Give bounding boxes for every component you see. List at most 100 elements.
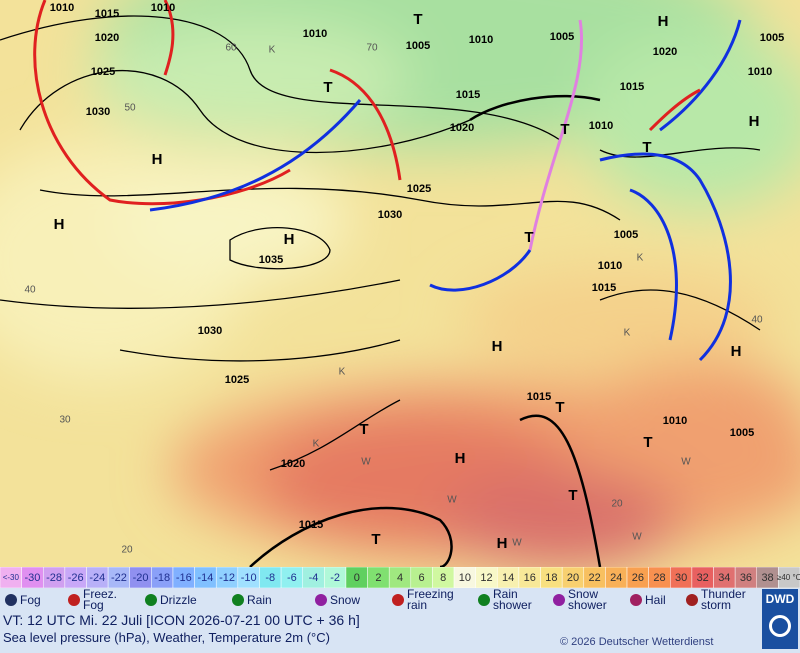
copyright: © 2026 Deutscher Wetterdienst [560, 636, 714, 648]
scale-label: 20 [567, 572, 579, 584]
scale-label: -18 [154, 572, 170, 584]
legend-icon [686, 594, 698, 606]
pressure-center: T [560, 121, 569, 138]
pressure-center: T [524, 229, 533, 246]
minor-label: 20 [611, 499, 623, 510]
minor-label: K [313, 439, 320, 450]
isobar-label: 1005 [614, 229, 638, 241]
legend-label: Hail [645, 592, 666, 607]
isobar-label: 1015 [95, 8, 119, 20]
legend-item: Freez. Fog [68, 587, 133, 612]
isobar-label: 1010 [303, 28, 327, 40]
pressure-center: T [371, 531, 380, 548]
scale-label: -4 [309, 572, 319, 584]
minor-label: 40 [751, 315, 763, 326]
isobar-label: 1010 [50, 2, 74, 14]
description: Sea level pressure (hPa), Weather, Tempe… [3, 630, 330, 645]
scale-label: -6 [287, 572, 297, 584]
legend-item: Drizzle [145, 589, 220, 611]
isobar-label: 1005 [730, 427, 754, 439]
scale-label: 38 [761, 572, 773, 584]
minor-label: 20 [121, 545, 133, 556]
scale-label: 10 [459, 572, 471, 584]
isobar-label: 1005 [550, 31, 574, 43]
minor-label: 50 [124, 103, 136, 114]
isobar-label: 1030 [198, 325, 222, 337]
legend-icon [315, 594, 327, 606]
legend-label: Freezing rain [407, 587, 454, 612]
legend-item: Snow shower [553, 587, 618, 612]
scale-label: 32 [697, 572, 709, 584]
pressure-center: T [323, 79, 332, 96]
isobar-label: 1015 [592, 282, 616, 294]
isobar-label: 1030 [86, 106, 110, 118]
color-scale: <-30 -30 -28 -26 -24 -22 -20 -18 -16 -14 -12 -10 -8-… [0, 567, 800, 588]
scale-label: <-30 [3, 573, 20, 582]
legend-label: Fog [20, 592, 41, 607]
pressure-center: H [497, 535, 508, 552]
minor-label: W [447, 495, 457, 506]
minor-label: K [339, 367, 346, 378]
logo-text: DWD [765, 592, 795, 606]
scale-label: 24 [610, 572, 622, 584]
legend-item: Hail [630, 589, 685, 611]
legend-label: Drizzle [160, 592, 197, 607]
isobar-label: 1010 [598, 260, 622, 272]
scale-label: -12 [219, 572, 235, 584]
isobar-label: 1025 [91, 66, 115, 78]
fronts [33, 0, 742, 362]
minor-label: K [637, 253, 644, 264]
legend-label: Snow shower [568, 587, 607, 612]
isobar-label: 1030 [378, 209, 402, 221]
minor-label: W [681, 457, 691, 468]
isobar-label: 1005 [760, 32, 784, 44]
isobar-label: 1010 [663, 415, 687, 427]
isobar-label: 1010 [748, 66, 772, 78]
isobar-label: 1020 [281, 458, 305, 470]
isobar-label: 1020 [653, 46, 677, 58]
scale-label: -2 [330, 572, 340, 584]
pressure-center: H [492, 338, 503, 355]
pressure-center: H [54, 216, 65, 233]
legend-icon [392, 594, 404, 606]
scale-label: 28 [653, 572, 665, 584]
isobar-label: 1015 [299, 519, 323, 531]
scale-label: 8 [440, 572, 446, 584]
pressure-center: T [642, 139, 651, 156]
scale-label: 22 [588, 572, 600, 584]
pressure-center: H [658, 13, 669, 30]
isobars [0, 15, 761, 567]
isobar-label: 1010 [589, 120, 613, 132]
isobar-label: 1015 [620, 81, 644, 93]
legend-label: Snow [330, 592, 361, 607]
isobar-label: 1020 [450, 122, 474, 134]
scale-label: -14 [197, 572, 213, 584]
isobar-label: 1010 [151, 2, 175, 14]
scale-label: -26 [68, 572, 84, 584]
scale-label: ≥40 °C [777, 573, 800, 582]
pressure-center: H [749, 113, 760, 130]
isobar-label: 1035 [259, 254, 283, 266]
weather-map: 1010 1015 1010 1020 1025 1030 1010 1005 1010 1005… [0, 0, 800, 567]
pressure-center: T [359, 421, 368, 438]
scale-label: 2 [375, 572, 381, 584]
scale-label: 14 [502, 572, 514, 584]
scale-label: -24 [89, 572, 105, 584]
legend-icon [68, 594, 80, 606]
scale-label: 36 [740, 572, 752, 584]
minor-label: K [269, 45, 276, 56]
scale-label: 34 [718, 572, 730, 584]
isobar-label: 1010 [469, 34, 493, 46]
pressure-center: T [568, 487, 577, 504]
pressure-center: T [413, 11, 422, 28]
legend-icon [145, 594, 157, 606]
legend-item: Thunder storm [686, 588, 761, 611]
scale-label: -16 [176, 572, 192, 584]
legend-icon [630, 594, 642, 606]
scale-label: 30 [675, 572, 687, 584]
isobar-label: 1005 [406, 40, 430, 52]
pressure-center: H [284, 231, 295, 248]
legend-icon [553, 594, 565, 606]
minor-label: W [512, 538, 522, 549]
legend-label: Freez. Fog [83, 587, 118, 612]
